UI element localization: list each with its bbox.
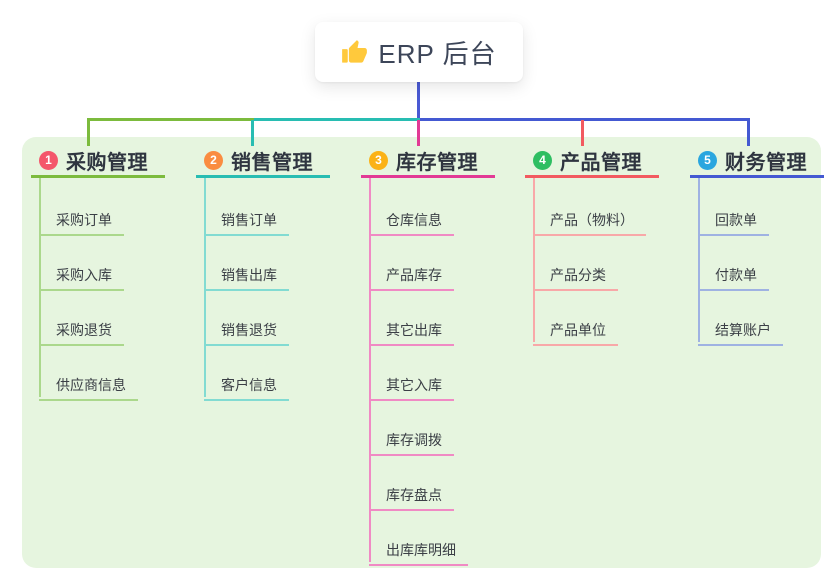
- node-other-outbound[interactable]: 其它出库: [369, 314, 454, 346]
- connector-branch1: [87, 118, 254, 121]
- node-product-unit[interactable]: 产品单位: [533, 314, 618, 346]
- node-product-category[interactable]: 产品分类: [533, 259, 618, 291]
- branch-trunk-line: [698, 178, 700, 342]
- connector-drop-branch2: [251, 120, 254, 146]
- connector-drop-branch4: [581, 120, 584, 146]
- node-purchase-order[interactable]: 采购订单: [39, 204, 124, 236]
- node-payment-bill[interactable]: 付款单: [698, 259, 769, 291]
- node-sales-order[interactable]: 销售订单: [204, 204, 289, 236]
- connector-drop-branch1: [87, 118, 90, 146]
- root-title: ERP 后台: [378, 38, 497, 69]
- root-connector-line: [417, 82, 420, 121]
- connector-branch2: [254, 118, 420, 121]
- branch-trunk-line: [533, 178, 535, 342]
- branch-trunk-line: [39, 178, 41, 397]
- branch-number-badge: 1: [39, 151, 58, 170]
- node-product-material[interactable]: 产品（物料）: [533, 204, 646, 236]
- node-settlement-account[interactable]: 结算账户: [698, 314, 783, 346]
- branch-title: 财务管理: [725, 152, 807, 174]
- root-node[interactable]: ERP 后台: [315, 22, 523, 82]
- branch-trunk-line: [204, 178, 206, 397]
- node-stock-count[interactable]: 库存盘点: [369, 479, 454, 511]
- branch-number-badge: 5: [698, 151, 717, 170]
- node-sales-return[interactable]: 销售退货: [204, 314, 289, 346]
- node-warehouse-info[interactable]: 仓库信息: [369, 204, 454, 236]
- branch-number-badge: 2: [204, 151, 223, 170]
- branch-title: 采购管理: [66, 152, 148, 174]
- connector-branch5: [420, 118, 750, 121]
- branch-header-inventory[interactable]: 3 库存管理: [361, 146, 495, 178]
- branch-trunk-line: [369, 178, 371, 562]
- node-supplier-info[interactable]: 供应商信息: [39, 369, 138, 401]
- branch-header-sales[interactable]: 2 销售管理: [196, 146, 330, 178]
- branch-title: 库存管理: [396, 152, 478, 174]
- node-customer-info[interactable]: 客户信息: [204, 369, 289, 401]
- branch-title: 产品管理: [560, 152, 642, 174]
- node-receipt-bill[interactable]: 回款单: [698, 204, 769, 236]
- node-stock-transfer[interactable]: 库存调拨: [369, 424, 454, 456]
- branch-header-product[interactable]: 4 产品管理: [525, 146, 659, 178]
- node-purchase-return[interactable]: 采购退货: [39, 314, 124, 346]
- node-other-inbound[interactable]: 其它入库: [369, 369, 454, 401]
- branch-number-badge: 3: [369, 151, 388, 170]
- branches-panel: [22, 137, 821, 568]
- node-product-stock[interactable]: 产品库存: [369, 259, 454, 291]
- branch-title: 销售管理: [231, 152, 313, 174]
- connector-drop-branch5: [747, 118, 750, 146]
- node-outbound-detail[interactable]: 出库库明细: [369, 534, 468, 566]
- connector-drop-branch3: [417, 120, 420, 146]
- thumbs-up-icon: [341, 39, 368, 66]
- branch-header-purchase[interactable]: 1 采购管理: [31, 146, 165, 178]
- branch-number-badge: 4: [533, 151, 552, 170]
- node-purchase-inbound[interactable]: 采购入库: [39, 259, 124, 291]
- node-sales-outbound[interactable]: 销售出库: [204, 259, 289, 291]
- branch-header-finance[interactable]: 5 财务管理: [690, 146, 824, 178]
